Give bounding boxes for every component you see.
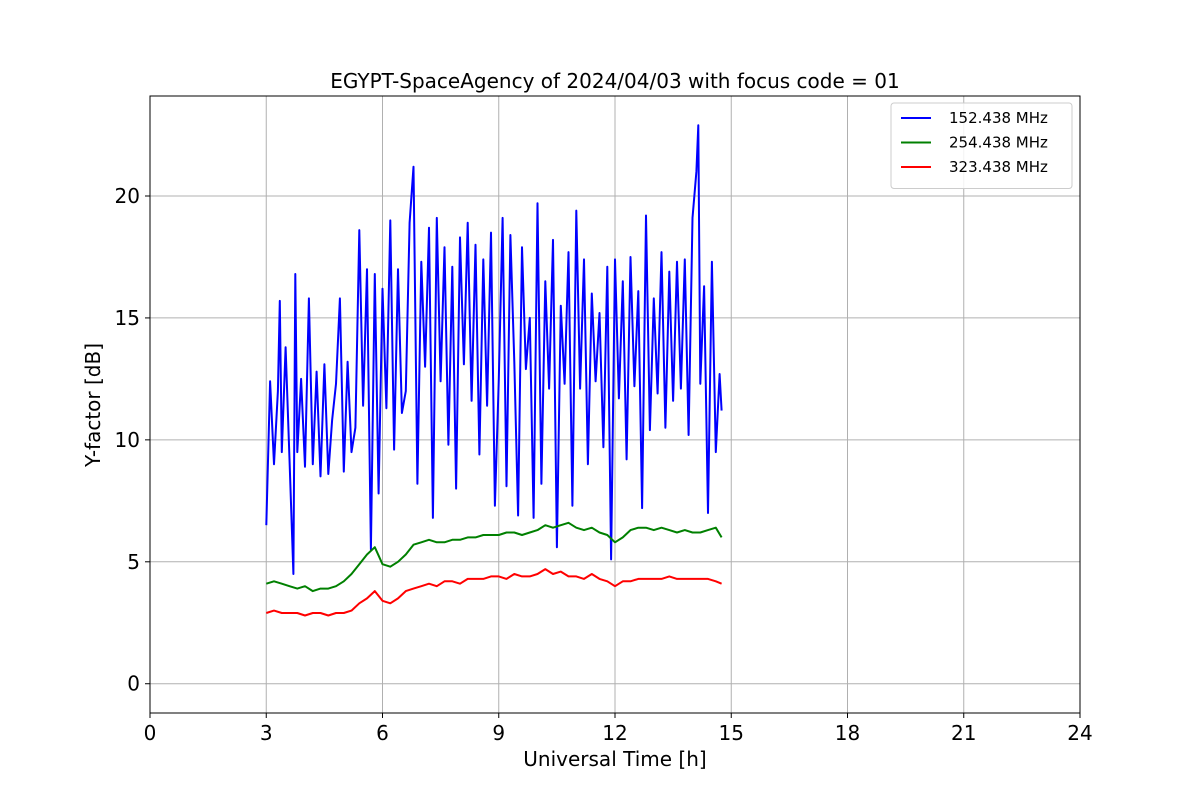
- x-tick-label: 6: [376, 721, 389, 745]
- y-tick-label: 20: [115, 184, 140, 208]
- axis-ticks: 0 3 6 9 12 15 18 21 24 0 5 10 15 20: [115, 184, 1093, 745]
- x-tick-label: 9: [492, 721, 505, 745]
- y-axis-label: Y-factor [dB]: [81, 343, 105, 468]
- y-tick-label: 10: [115, 428, 140, 452]
- x-axis-label: Universal Time [h]: [523, 747, 706, 771]
- y-tick-label: 0: [127, 672, 140, 696]
- legend: 152.438 MHz 254.438 MHz 323.438 MHz: [890, 102, 1073, 189]
- x-tick-label: 24: [1067, 721, 1092, 745]
- series-line-2: [266, 568, 722, 617]
- series-lines: [265, 124, 723, 617]
- x-tick-label: 15: [719, 721, 744, 745]
- legend-box: [890, 102, 1073, 189]
- chart-title: EGYPT-SpaceAgency of 2024/04/03 with foc…: [330, 69, 899, 93]
- legend-label: 152.438 MHz: [949, 109, 1048, 127]
- series-line-0: [265, 124, 723, 575]
- x-tick-label: 21: [951, 721, 976, 745]
- y-tick-label: 5: [127, 550, 140, 574]
- x-tick-label: 12: [602, 721, 627, 745]
- x-tick-label: 0: [144, 721, 157, 745]
- legend-label: 323.438 MHz: [949, 158, 1048, 176]
- x-tick-label: 3: [260, 721, 273, 745]
- legend-label: 254.438 MHz: [949, 134, 1048, 152]
- y-tick-label: 15: [115, 306, 140, 330]
- x-tick-label: 18: [835, 721, 860, 745]
- series-line-1: [266, 521, 723, 593]
